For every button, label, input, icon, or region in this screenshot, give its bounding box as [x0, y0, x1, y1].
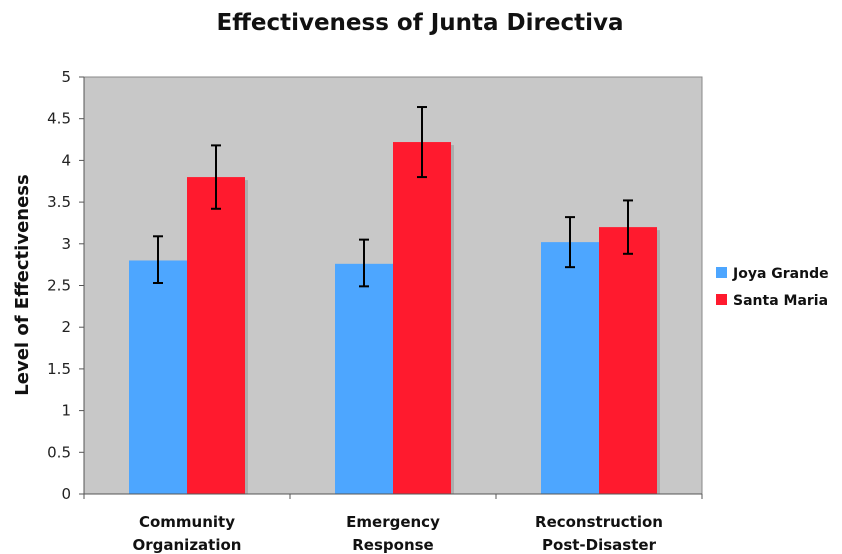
- x-category-label: Emergency: [346, 513, 440, 531]
- x-category-label: Post-Disaster: [542, 536, 657, 554]
- bar-joya-grande: [541, 242, 599, 494]
- chart-title: Effectiveness of Junta Directiva: [217, 10, 624, 36]
- y-tick-label: 4.5: [47, 110, 71, 128]
- x-category-label: Response: [352, 536, 433, 554]
- y-tick-label: 2.5: [47, 277, 71, 295]
- y-tick-label: 1.5: [47, 360, 71, 378]
- y-axis: 0 0.5 1 1.5 2 2.5 3 3.5 4 4.5 5: [47, 68, 85, 503]
- error-bars: [153, 106, 633, 288]
- y-tick-label: 3: [61, 235, 71, 253]
- y-axis-label: Level of Effectiveness: [12, 174, 33, 395]
- y-tick-label: 0.5: [47, 443, 71, 461]
- bars: [129, 142, 660, 494]
- y-tick-label: 2: [61, 318, 71, 336]
- bar-joya-grande: [129, 260, 187, 494]
- y-tick-label: 1: [61, 402, 71, 420]
- legend-label: Joya Grande: [732, 266, 829, 282]
- y-tick-label: 3.5: [47, 193, 71, 211]
- legend: Joya Grande Santa Maria: [716, 266, 829, 309]
- y-tick-label: 5: [61, 68, 71, 86]
- x-category-label: Organization: [133, 536, 242, 554]
- bar-santa-maria: [187, 177, 245, 494]
- bar-santa-maria: [393, 142, 451, 494]
- bar-santa-maria: [599, 227, 657, 494]
- bar-joya-grande: [335, 263, 393, 494]
- y-tick-label: 4: [61, 151, 71, 169]
- y-tick-label: 0: [61, 485, 71, 503]
- x-category-label: Reconstruction: [535, 513, 663, 531]
- x-axis: Community Organization Emergency Response Re…: [83, 493, 703, 554]
- legend-swatch: [716, 294, 727, 305]
- legend-swatch: [716, 267, 727, 278]
- legend-label: Santa Maria: [733, 293, 828, 309]
- x-category-label: Community: [139, 513, 235, 531]
